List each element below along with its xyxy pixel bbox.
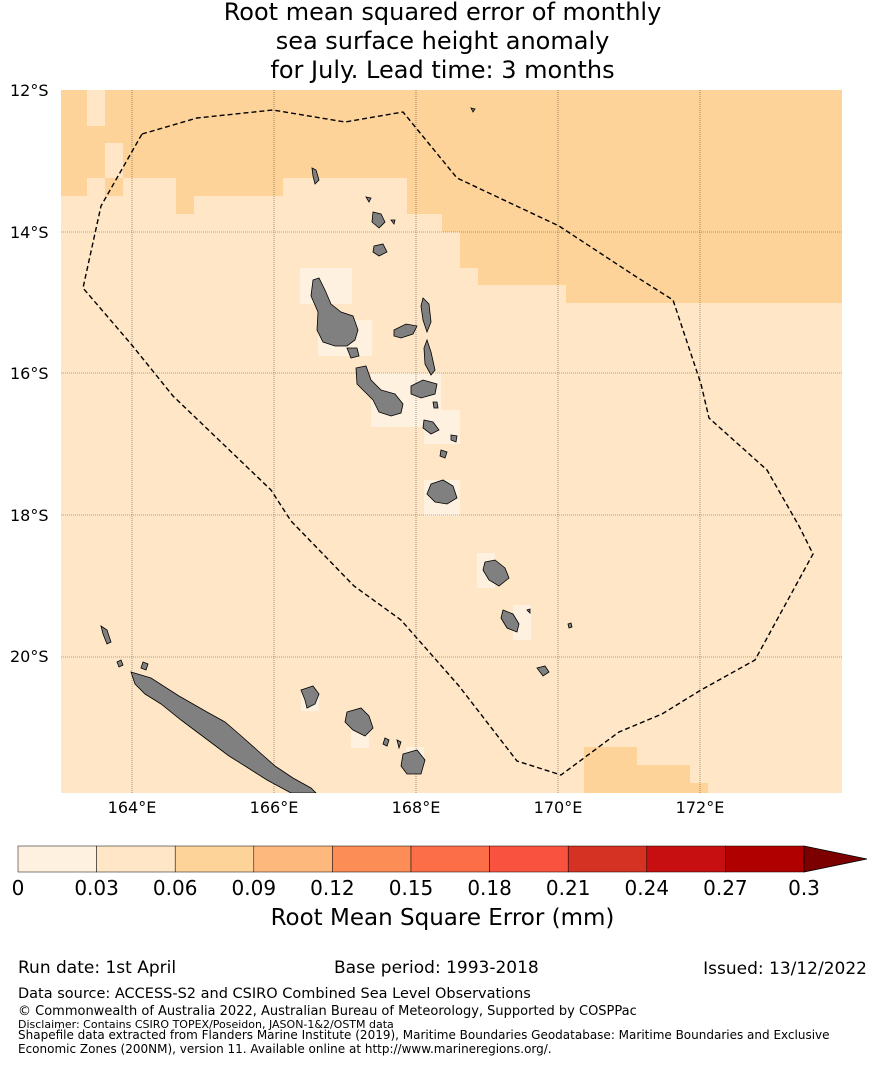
copyright-notice: © Commonwealth of Australia 2022, Austra… xyxy=(18,1004,637,1019)
island-ambae xyxy=(393,323,418,339)
map-title-line-1: Root mean squared error of monthly xyxy=(223,0,662,26)
colorbar-tick-label: 0 xyxy=(11,876,25,900)
shapefile-credit-line-1: Shapefile data extracted from Flanders M… xyxy=(18,1028,830,1042)
island-north xyxy=(470,107,476,113)
island-small xyxy=(439,449,448,459)
island-small-nc xyxy=(396,739,402,750)
rmse-high-region xyxy=(61,90,842,303)
lon-label-170e: 170°E xyxy=(533,798,583,817)
eez-boundary-line xyxy=(82,109,814,776)
shapefile-credit-line-2: Economic Zones (200NM), version 11. Avai… xyxy=(18,1042,552,1056)
island-efate xyxy=(426,479,458,505)
colorbar-tick-label: 0.21 xyxy=(545,876,591,900)
colorbar-block xyxy=(96,845,176,873)
colorbar-block xyxy=(725,845,805,873)
colorbar-block xyxy=(410,845,490,873)
colorbar-tick-label: 0.12 xyxy=(310,876,355,900)
island-small-nc xyxy=(382,737,390,747)
disclaimer: Disclaimer: Contains CSIRO TOPEX/Poseido… xyxy=(18,1018,394,1031)
island-grande-terre xyxy=(130,671,317,793)
island-maewo xyxy=(420,297,432,334)
lat-label-16s: 16°S xyxy=(10,364,49,383)
map-title-line-2: sea surface height anomaly xyxy=(275,27,610,55)
colorbar-block xyxy=(332,845,412,873)
island-mota xyxy=(365,196,372,203)
island-erromango xyxy=(482,559,510,587)
island-small-nc xyxy=(116,659,124,668)
colorbar-block xyxy=(17,845,97,873)
base-period: Base period: 1993-2018 xyxy=(334,958,539,978)
colorbar-block xyxy=(646,845,726,873)
island-aniwa xyxy=(567,622,573,629)
island-tanna xyxy=(500,609,520,633)
island-ouvea xyxy=(300,685,320,709)
colorbar-label: Root Mean Square Error (mm) xyxy=(270,905,615,931)
lon-label-166e: 166°E xyxy=(249,798,299,817)
colorbar-block xyxy=(567,845,648,873)
island-futuna xyxy=(526,608,531,614)
run-date: Run date: 1st April xyxy=(18,958,177,978)
island-lifou xyxy=(344,707,374,737)
island-gaua xyxy=(372,243,388,257)
issued-date: Issued: 13/12/2022 xyxy=(703,959,867,979)
colorbar-blocks xyxy=(17,845,805,873)
rmse-background xyxy=(61,90,842,793)
lat-label-18s: 18°S xyxy=(10,506,49,525)
island-pentecost xyxy=(423,338,436,376)
island-merelava xyxy=(390,219,396,225)
colorbar-tick-label: 0.3 xyxy=(788,876,820,900)
lon-label-172e: 172°E xyxy=(675,798,725,817)
colorbar-extension xyxy=(803,845,868,873)
rmse-high-patch xyxy=(87,90,105,126)
lon-label-164e: 164°E xyxy=(107,798,157,817)
island-belep xyxy=(100,625,112,645)
island-ambrym xyxy=(410,379,438,399)
colorbar xyxy=(17,845,868,873)
island-epi xyxy=(422,419,440,435)
colorbar-tick-label: 0.06 xyxy=(152,876,198,900)
lon-label-168e: 168°E xyxy=(391,798,441,817)
colorbar-tick-label: 0.09 xyxy=(231,876,277,900)
island-torres xyxy=(311,167,320,185)
colorbar-tick-label: 0.03 xyxy=(74,876,119,900)
colorbar-tick-label: 0.24 xyxy=(624,876,670,900)
island-malo xyxy=(346,347,360,359)
land xyxy=(100,107,573,793)
island-small-nc xyxy=(140,661,149,671)
lat-label-20s: 20°S xyxy=(10,647,49,666)
lat-label-14s: 14°S xyxy=(10,223,49,242)
island-vanua-lava xyxy=(371,211,386,229)
colorbar-block xyxy=(489,845,569,873)
island-malekula xyxy=(355,365,404,417)
island-espiritu-santo xyxy=(310,277,359,347)
colorbar-tick-label: 0.15 xyxy=(388,876,434,900)
island-mare xyxy=(400,749,426,775)
rmse-high-region xyxy=(584,747,708,793)
island-aneityum xyxy=(536,665,550,677)
rmse-map xyxy=(61,90,842,793)
map-title-line-3: for July. Lead time: 3 months xyxy=(270,56,615,84)
gridlines xyxy=(61,90,842,793)
island-paama xyxy=(432,401,439,409)
data-source: Data source: ACCESS-S2 and CSIRO Combine… xyxy=(18,986,531,1002)
colorbar-block xyxy=(174,845,255,873)
colorbar-block xyxy=(253,845,333,873)
colorbar-tick-label: 0.27 xyxy=(703,876,748,900)
rmse-high-patch xyxy=(105,143,123,178)
lat-label-12s: 12°S xyxy=(10,81,49,100)
colorbar-tick-label: 0.18 xyxy=(467,876,512,900)
island-shepherds xyxy=(450,434,458,443)
